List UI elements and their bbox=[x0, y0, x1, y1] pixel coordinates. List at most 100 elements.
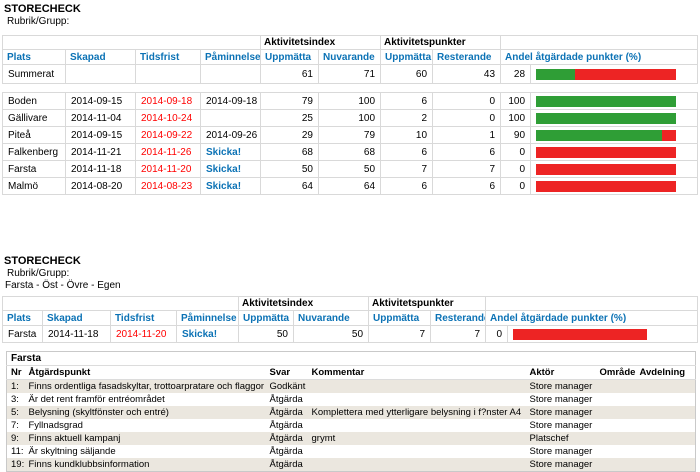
cell-tidsfrist: 2014-11-20 bbox=[135, 160, 201, 178]
cell-pkt-resterande: 0 bbox=[432, 109, 502, 127]
col-header-idx-uppmatta[interactable]: Uppmätta bbox=[238, 310, 294, 326]
action-point-row: 5: Belysning (skyltfönster och entré) Åtgä… bbox=[6, 406, 696, 419]
col-header-tidsfrist[interactable]: Tidsfrist bbox=[135, 49, 201, 65]
col-header-skapad[interactable]: Skapad bbox=[65, 49, 136, 65]
col-header-andel[interactable]: Andel åtgärdade punkter (%) bbox=[485, 310, 699, 326]
cell-paminnelse: 2014-09-18 bbox=[200, 92, 261, 110]
cell-atgardspunkt: Belysning (skyltfönster och entré) bbox=[28, 407, 169, 418]
progress-bar bbox=[536, 146, 677, 158]
cell-andel-value: 0 bbox=[500, 160, 532, 178]
skicka-link[interactable]: Skicka! bbox=[200, 160, 261, 178]
cell-paminnelse bbox=[200, 64, 261, 84]
cell-kommentar bbox=[308, 419, 526, 432]
action-point-row: 1: Finns ordentliga fasadskyltar, trottoa… bbox=[6, 379, 696, 394]
report-subtitle: Rubrik/Grupp: bbox=[7, 16, 70, 27]
col-header-idx-nuvarande[interactable]: Nuvarande bbox=[317, 49, 382, 65]
skicka-link[interactable]: Skicka! bbox=[176, 325, 239, 343]
cell-andel-bar bbox=[530, 160, 699, 178]
col-header-kommentar: Kommentar bbox=[307, 365, 526, 380]
report-title: STORECHECK bbox=[4, 255, 81, 267]
bar-green bbox=[536, 95, 677, 107]
col-header-idx-uppmatta[interactable]: Uppmätta bbox=[260, 49, 319, 65]
col-header-pkt-resterande[interactable]: Resterande bbox=[430, 310, 487, 326]
cell-pkt-resterande: 6 bbox=[432, 143, 502, 161]
cell-tidsfrist bbox=[135, 64, 201, 84]
cell-idx-uppmatta: 25 bbox=[260, 109, 319, 127]
table-row: Farsta 2014-11-18 2014-11-20 Skicka! 50 50 7 7 0 bbox=[2, 325, 699, 343]
cell-omrade bbox=[596, 458, 636, 472]
action-points-table: Farsta Nr Åtgärdspunkt Svar Kommentar Ak… bbox=[6, 351, 697, 472]
col-header-plats[interactable]: Plats bbox=[2, 49, 66, 65]
action-point-row: 19: Finns kundklubbsinformation Åtgärda Sto… bbox=[6, 458, 696, 472]
cell-svar: Åtgärda bbox=[269, 433, 303, 444]
cell-skapad: 2014-09-15 bbox=[65, 92, 136, 110]
header-spacer bbox=[485, 296, 699, 311]
col-header-pkt-resterande[interactable]: Resterande bbox=[432, 49, 502, 65]
col-header-plats[interactable]: Plats bbox=[2, 310, 43, 326]
cell-andel-bar bbox=[530, 126, 699, 144]
header-spacer bbox=[2, 296, 239, 311]
action-point-row: 9: Finns aktuell kampanj Åtgärda grymt Plats… bbox=[6, 432, 696, 445]
cell-skapad: 2014-11-18 bbox=[65, 160, 136, 178]
cell-andel-value: 28 bbox=[500, 64, 532, 84]
cell-plats: Farsta bbox=[2, 325, 43, 343]
table-row: Farsta 2014-11-18 2014-11-20 Skicka! 50 50 7 7 0 bbox=[2, 160, 699, 178]
cell-avdelning bbox=[636, 419, 696, 432]
cell-idx-nuvarande: 68 bbox=[317, 143, 382, 161]
cell-pkt-uppmatta: 6 bbox=[380, 92, 434, 110]
cell-kommentar bbox=[308, 380, 526, 394]
col-header-paminnelse[interactable]: Påminnelse bbox=[176, 310, 239, 326]
cell-atgardspunkt: Finns kundklubbsinformation bbox=[28, 459, 150, 470]
cell-avdelning bbox=[636, 406, 696, 419]
header-spacer bbox=[500, 35, 699, 50]
cell-andel-bar bbox=[530, 177, 699, 195]
cell-pkt-uppmatta: 2 bbox=[380, 109, 434, 127]
cell-andel-value: 0 bbox=[500, 143, 532, 161]
skicka-link[interactable]: Skicka! bbox=[200, 177, 261, 195]
cell-plats: Falkenberg bbox=[2, 143, 66, 161]
bar-red bbox=[513, 328, 648, 340]
bar-green bbox=[536, 129, 663, 141]
cell-plats: Piteå bbox=[2, 126, 66, 144]
group-header-aktivitetspunkter: Aktivitetspunkter bbox=[368, 296, 487, 311]
cell-atgardspunkt: Finns ordentliga fasadskyltar, trottoarp… bbox=[28, 381, 265, 392]
header-spacer bbox=[2, 35, 261, 50]
cell-pkt-uppmatta: 10 bbox=[380, 126, 434, 144]
location-section: STORECHECK Rubrik/Grupp: Farsta - Öst - … bbox=[2, 255, 700, 343]
cell-andel-bar bbox=[530, 109, 699, 127]
col-header-andel[interactable]: Andel åtgärdade punkter (%) bbox=[500, 49, 699, 65]
cell-omrade bbox=[596, 393, 636, 406]
cell-pkt-resterande: 43 bbox=[432, 64, 502, 84]
cell-plats: Summerat bbox=[2, 64, 66, 84]
col-header-tidsfrist[interactable]: Tidsfrist bbox=[110, 310, 177, 326]
col-header-nr: Nr bbox=[6, 365, 25, 380]
cell-skapad: 2014-11-18 bbox=[42, 325, 111, 343]
cell-andel-bar bbox=[530, 92, 699, 110]
cell-idx-nuvarande: 100 bbox=[317, 92, 382, 110]
skicka-link[interactable]: Skicka! bbox=[200, 143, 261, 161]
cell-aktor: Store manager bbox=[529, 381, 593, 392]
cell-omrade bbox=[596, 406, 636, 419]
cell-tidsfrist: 2014-11-26 bbox=[135, 143, 201, 161]
cell-svar: Åtgärda bbox=[269, 407, 303, 418]
cell-tidsfrist: 2014-09-22 bbox=[135, 126, 201, 144]
cell-svar: Godkänt bbox=[269, 381, 306, 392]
cell-kommentar: Komplettera med ytterligare belysning i … bbox=[311, 407, 522, 418]
cell-nr: 19: bbox=[11, 459, 25, 470]
cell-nr: 3: bbox=[11, 394, 19, 405]
col-header-idx-nuvarande[interactable]: Nuvarande bbox=[292, 310, 370, 326]
cell-pkt-uppmatta: 6 bbox=[380, 177, 434, 195]
table-row: Summerat 61 71 60 43 28 bbox=[2, 64, 699, 84]
col-header-skapad[interactable]: Skapad bbox=[42, 310, 111, 326]
cell-svar: Åtgärda bbox=[269, 446, 303, 457]
cell-nr: 1: bbox=[11, 381, 19, 392]
spacer-row bbox=[3, 84, 698, 93]
cell-andel-value: 0 bbox=[485, 325, 509, 343]
progress-bar bbox=[536, 95, 677, 107]
col-header-pkt-uppmatta[interactable]: Uppmätta bbox=[368, 310, 432, 326]
report-subtitle: Rubrik/Grupp: bbox=[7, 268, 70, 279]
cell-atgardspunkt: Är skyltning säljande bbox=[28, 446, 116, 457]
col-header-pkt-uppmatta[interactable]: Uppmätta bbox=[380, 49, 434, 65]
cell-pkt-resterande: 0 bbox=[432, 92, 502, 110]
col-header-paminnelse[interactable]: Påminnelse bbox=[200, 49, 261, 65]
